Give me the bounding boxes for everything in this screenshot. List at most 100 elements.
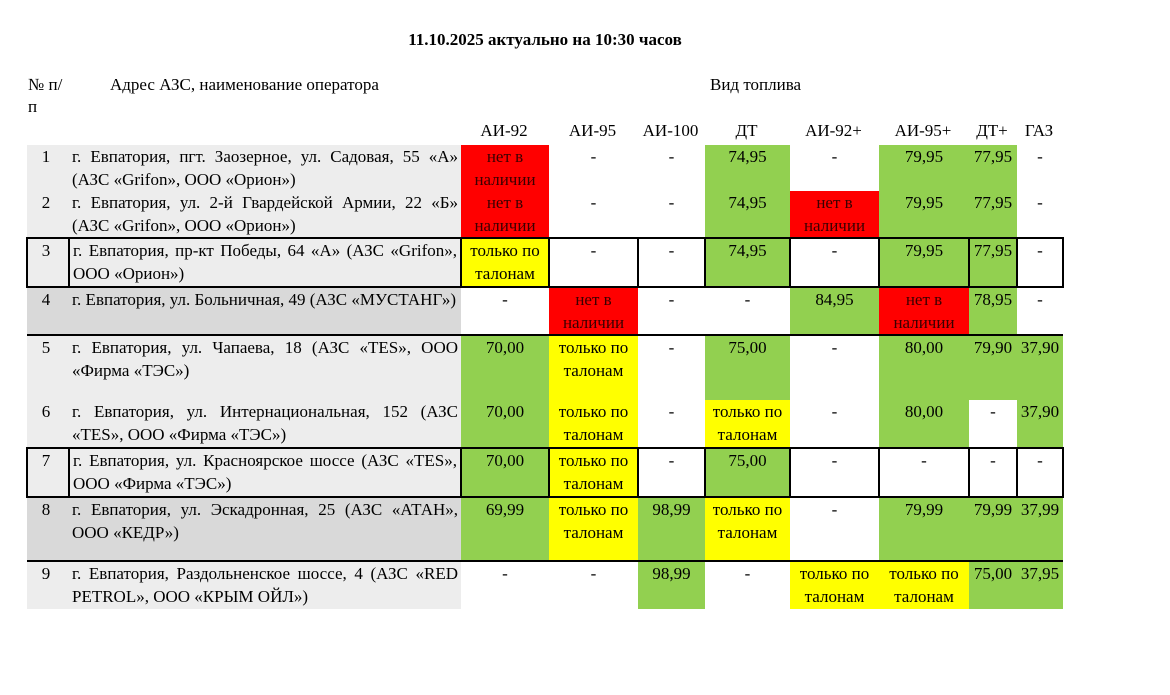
row-number: 3 [26, 237, 70, 288]
fuel-price-cell: - [668, 193, 675, 212]
page-title: 11.10.2025 актуально на 10:30 часов [408, 30, 682, 49]
fuel-price-cell: - [1037, 193, 1043, 212]
fuel-price-cell: 79,99 [969, 497, 1017, 562]
fuel-price-cell: - [668, 338, 675, 357]
fuel-header: АИ-92 [480, 121, 528, 140]
fuel-price-cell: 37,99 [1017, 497, 1063, 562]
fuel-price-cell: 98,99 [638, 497, 705, 562]
fuel-price-cell: 75,00 [705, 335, 790, 400]
fuel-price-cell: 70,00 [461, 335, 549, 400]
fuel-price-cell: - [831, 338, 838, 357]
fuel-price-cell: - [548, 237, 639, 288]
row-number: 5 [27, 335, 69, 400]
station-address: г. Евпатория, пр-кт Победы, 64 «А» (АЗС … [68, 237, 462, 288]
table-row: 4 г. Евпатория, ул. Больничная, 49 (АЗС «… [27, 287, 1063, 336]
fuel-price-cell: только по талонам [879, 561, 969, 609]
fuel-price-cell: только по талонам [460, 237, 550, 288]
fuel-price-cell: - [1037, 147, 1043, 166]
station-address: г. Евпатория, Раздольненское шоссе, 4 (А… [69, 561, 461, 609]
fuel-price-cell: только по талонам [705, 400, 790, 448]
station-address: г. Евпатория, ул. Красноярское шоссе (АЗ… [68, 447, 462, 498]
fuel-price-cell: - [461, 287, 549, 336]
fuel-price-cell: 69,99 [461, 497, 549, 562]
fuel-price-cell: 74,95 [705, 145, 790, 191]
fuel-price-cell: 84,95 [790, 287, 879, 336]
fuel-price-cell: - [1016, 237, 1064, 288]
row-number: 2 [27, 191, 69, 238]
fuel-price-cell: 75,00 [704, 447, 791, 498]
fuel-header: АИ-95+ [894, 121, 952, 140]
fuel-price-cell: только по талонам [790, 561, 879, 609]
fuel-header: ДТ+ [976, 121, 1008, 140]
table-row: 6 г. Евпатория, ул. Интернациональная, 15… [27, 400, 1063, 448]
fuel-price-cell: - [990, 402, 996, 421]
fuel-price-cell: 75,00 [969, 561, 1017, 609]
station-address: г. Евпатория, ул. Интернациональная, 152… [69, 400, 461, 448]
row-number: 7 [26, 447, 70, 498]
fuel-price-cell: - [668, 402, 675, 421]
station-address: г. Евпатория, ул. 2-й Гвардейской Армии,… [69, 191, 461, 238]
fuel-price-cell: - [878, 447, 970, 498]
fuel-price-cell: нет в наличии [461, 191, 549, 238]
fuel-price-cell: 78,95 [969, 287, 1017, 336]
fuel-price-table: 1 г. Евпатория, пгт. Заозерное, ул. Садов… [26, 145, 1064, 609]
fuel-price-cell: нет в наличии [549, 287, 638, 336]
table-row: 2 г. Евпатория, ул. 2-й Гвардейской Армии… [27, 191, 1063, 238]
fuel-price-cell: только по талонам [548, 447, 639, 498]
station-address: г. Евпатория, ул. Больничная, 49 (АЗС «М… [69, 287, 461, 336]
fuel-price-cell: - [1017, 287, 1063, 336]
fuel-price-cell: - [831, 147, 838, 166]
fuel-price-cell: 98,99 [638, 561, 705, 609]
table-row: 9 г. Евпатория, Раздольненское шоссе, 4 (… [27, 561, 1063, 609]
fuel-header: АИ-95 [568, 121, 617, 140]
row-number: 4 [27, 287, 69, 336]
table-row: 5 г. Евпатория, ул. Чапаева, 18 (АЗС «TES… [27, 335, 1063, 400]
fuel-price-cell: 79,95 [878, 237, 970, 288]
row-number: 1 [27, 145, 69, 191]
fuel-price-cell: 79,99 [879, 497, 969, 562]
fuel-price-cell: 70,00 [461, 400, 549, 448]
fuel-price-cell: - [831, 402, 838, 421]
column-header-fuel-type: Вид топлива [710, 75, 802, 94]
fuel-header: ГАЗ [1024, 121, 1054, 140]
table-row: 7 г. Евпатория, ул. Красноярское шоссе (А… [26, 447, 1064, 498]
table-row: 8 г. Евпатория, ул. Эскадронная, 25 (АЗС … [27, 497, 1063, 562]
fuel-price-cell: 80,00 [879, 335, 969, 400]
fuel-header: АИ-92+ [805, 121, 862, 140]
fuel-price-cell: - [590, 564, 597, 583]
column-header-address: Адрес АЗС, наименование оператора [110, 75, 379, 94]
fuel-price-cell: - [705, 287, 790, 336]
table-row: 1 г. Евпатория, пгт. Заозерное, ул. Садов… [27, 145, 1063, 191]
fuel-price-cell: - [502, 564, 508, 583]
fuel-price-cell: 79,95 [879, 145, 969, 191]
fuel-type-headers: АИ-92 АИ-95 АИ-100 ДТ АИ-92+ АИ-95+ ДТ+ ГАЗ [460, 120, 1062, 144]
station-address: г. Евпатория, ул. Чапаева, 18 (АЗС «TES»… [69, 335, 461, 400]
fuel-header: ДТ [735, 121, 758, 140]
fuel-price-cell: 37,95 [1017, 561, 1063, 609]
fuel-price-cell: 74,95 [705, 191, 790, 238]
fuel-price-cell: - [744, 564, 751, 583]
fuel-price-cell: - [968, 447, 1018, 498]
fuel-price-cell: 80,00 [879, 400, 969, 448]
fuel-price-cell: нет в наличии [461, 145, 549, 191]
fuel-price-cell: 70,00 [460, 447, 550, 498]
row-number: 6 [27, 400, 69, 448]
station-address: г. Евпатория, пгт. Заозерное, ул. Садова… [69, 145, 461, 191]
fuel-price-cell: - [789, 237, 880, 288]
fuel-price-cell: - [1016, 447, 1064, 498]
row-number: 9 [27, 561, 69, 609]
station-address: г. Евпатория, ул. Эскадронная, 25 (АЗС «… [69, 497, 461, 562]
fuel-price-cell: только по талонам [549, 335, 638, 400]
fuel-price-cell: только по талонам [549, 400, 638, 448]
fuel-price-cell: - [638, 287, 705, 336]
fuel-price-cell: - [590, 147, 597, 166]
fuel-price-cell: - [637, 237, 706, 288]
fuel-price-cell: 79,95 [879, 191, 969, 238]
fuel-price-cell: 37,90 [1017, 335, 1063, 400]
fuel-price-cell: - [637, 447, 706, 498]
fuel-price-cell: 77,95 [969, 145, 1017, 191]
fuel-header: АИ-100 [642, 121, 699, 140]
fuel-price-cell: 77,95 [968, 237, 1018, 288]
fuel-price-cell: 37,90 [1017, 400, 1063, 448]
row-number: 8 [27, 497, 69, 562]
